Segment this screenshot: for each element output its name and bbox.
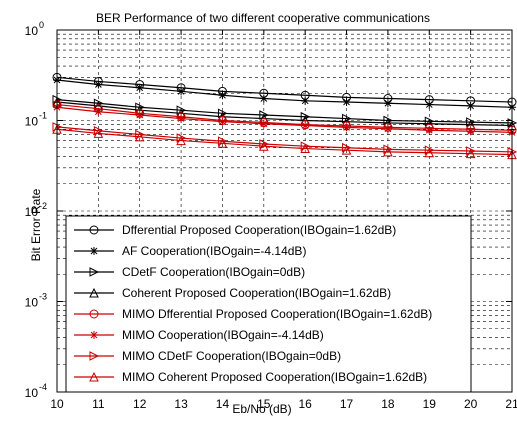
data-point bbox=[90, 247, 98, 255]
data-point bbox=[301, 96, 310, 105]
chart-title: BER Performance of two different coopera… bbox=[96, 11, 430, 25]
legend-label: Coherent Proposed Cooperation(IBOgain=1.… bbox=[122, 286, 391, 300]
data-point bbox=[89, 267, 100, 277]
series-2 bbox=[53, 76, 516, 112]
data-point bbox=[425, 126, 434, 135]
y-tick-exponent: -4 bbox=[39, 382, 47, 392]
series-line bbox=[56, 99, 513, 124]
data-point bbox=[218, 91, 227, 100]
y-tick-label: 10 bbox=[25, 115, 39, 129]
data-point bbox=[89, 225, 99, 235]
x-tick-label: 12 bbox=[133, 397, 147, 411]
x-tick-label: 14 bbox=[216, 397, 230, 411]
legend-entry: MIMO Cooperation(IBOgain=-4.14dB) bbox=[74, 328, 324, 342]
data-point bbox=[383, 124, 392, 133]
legend-entry: MIMO CDetF Cooperation(IBOgain=0dB) bbox=[74, 349, 341, 363]
data-point bbox=[177, 87, 186, 96]
series-line bbox=[56, 126, 513, 153]
data-point bbox=[176, 105, 187, 115]
legend-entry: Dfferential Proposed Cooperation(IBOgain… bbox=[74, 223, 396, 237]
legend-label: AF Cooperation(IBOgain=-4.14dB) bbox=[122, 244, 306, 258]
y-tick-label: 10 bbox=[25, 296, 39, 310]
y-axis-label: Bit Error Rate bbox=[29, 188, 43, 261]
data-point bbox=[259, 119, 268, 128]
y-tick-exponent: -2 bbox=[39, 201, 47, 211]
data-point bbox=[218, 117, 227, 126]
x-tick-label: 13 bbox=[174, 397, 188, 411]
series-5 bbox=[52, 100, 517, 135]
x-tick-label: 16 bbox=[299, 397, 313, 411]
data-point bbox=[383, 99, 392, 108]
x-tick-label: 21 bbox=[505, 397, 517, 411]
legend-label: CDetF Cooperation(IBOgain=0dB) bbox=[122, 265, 305, 279]
data-point bbox=[89, 287, 99, 298]
legend-label: MIMO CDetF Cooperation(IBOgain=0dB) bbox=[122, 349, 341, 363]
data-point bbox=[300, 111, 311, 122]
data-point bbox=[93, 128, 104, 138]
x-tick-label: 10 bbox=[50, 397, 64, 411]
data-point bbox=[300, 143, 310, 154]
legend-entry: CDetF Cooperation(IBOgain=0dB) bbox=[74, 265, 305, 279]
legend-label: MIMO Coherent Proposed Cooperation(IBOga… bbox=[122, 370, 427, 384]
data-point bbox=[217, 108, 228, 119]
data-point bbox=[466, 101, 475, 110]
data-point bbox=[341, 145, 352, 155]
data-point bbox=[217, 138, 228, 148]
legend-entry: MIMO Coherent Proposed Cooperation(IBOga… bbox=[74, 370, 427, 384]
x-axis-label: Eb/No (dB) bbox=[232, 402, 291, 416]
data-point bbox=[259, 141, 269, 151]
data-point bbox=[94, 107, 103, 116]
data-point bbox=[89, 351, 100, 361]
data-point bbox=[342, 98, 351, 107]
x-tick-label: 15 bbox=[257, 397, 271, 411]
data-point bbox=[134, 131, 145, 142]
legend-label: MIMO Cooperation(IBOgain=-4.14dB) bbox=[122, 328, 324, 342]
y-tick-exponent: -3 bbox=[39, 292, 47, 302]
data-point bbox=[383, 146, 393, 157]
data-point bbox=[259, 110, 269, 120]
data-point bbox=[90, 331, 98, 339]
x-tick-label: 20 bbox=[464, 397, 478, 411]
y-tick-exponent: -1 bbox=[39, 111, 47, 121]
data-point bbox=[424, 147, 435, 158]
x-tick-label: 17 bbox=[340, 397, 354, 411]
data-point bbox=[176, 135, 186, 146]
data-point bbox=[89, 309, 99, 319]
series-line bbox=[56, 79, 513, 108]
data-point bbox=[89, 371, 99, 382]
data-point bbox=[259, 94, 268, 103]
series-line bbox=[56, 128, 513, 156]
series-line bbox=[56, 76, 513, 103]
legend-label: MIMO Dfferential Proposed Cooperation(IB… bbox=[122, 307, 432, 321]
data-point bbox=[466, 127, 475, 136]
legend-entry: AF Cooperation(IBOgain=-4.14dB) bbox=[74, 244, 306, 258]
y-tick-label: 10 bbox=[25, 386, 39, 400]
data-point bbox=[425, 100, 434, 109]
x-tick-label: 11 bbox=[92, 397, 105, 411]
data-point bbox=[465, 148, 476, 159]
data-point bbox=[342, 123, 351, 132]
y-tick-exponent: 0 bbox=[39, 20, 44, 30]
legend: Dfferential Proposed Cooperation(IBOgain… bbox=[65, 215, 472, 393]
series-line bbox=[56, 106, 513, 133]
x-tick-label: 19 bbox=[423, 397, 437, 411]
legend-box bbox=[65, 215, 472, 393]
legend-entry: MIMO Dfferential Proposed Cooperation(IB… bbox=[74, 307, 432, 321]
legend-entry: Coherent Proposed Cooperation(IBOgain=1.… bbox=[74, 286, 391, 300]
series-line bbox=[56, 103, 513, 131]
data-point bbox=[135, 111, 144, 120]
x-tick-label: 18 bbox=[381, 397, 395, 411]
data-point bbox=[94, 80, 103, 89]
y-tick-label: 10 bbox=[25, 24, 39, 38]
data-point bbox=[135, 83, 144, 92]
y-tick-label: 10 bbox=[25, 205, 39, 219]
legend-label: Dfferential Proposed Cooperation(IBOgain… bbox=[122, 223, 396, 237]
data-point bbox=[177, 114, 186, 123]
series-line bbox=[56, 101, 513, 127]
data-point bbox=[301, 121, 310, 130]
series-8 bbox=[52, 124, 517, 160]
